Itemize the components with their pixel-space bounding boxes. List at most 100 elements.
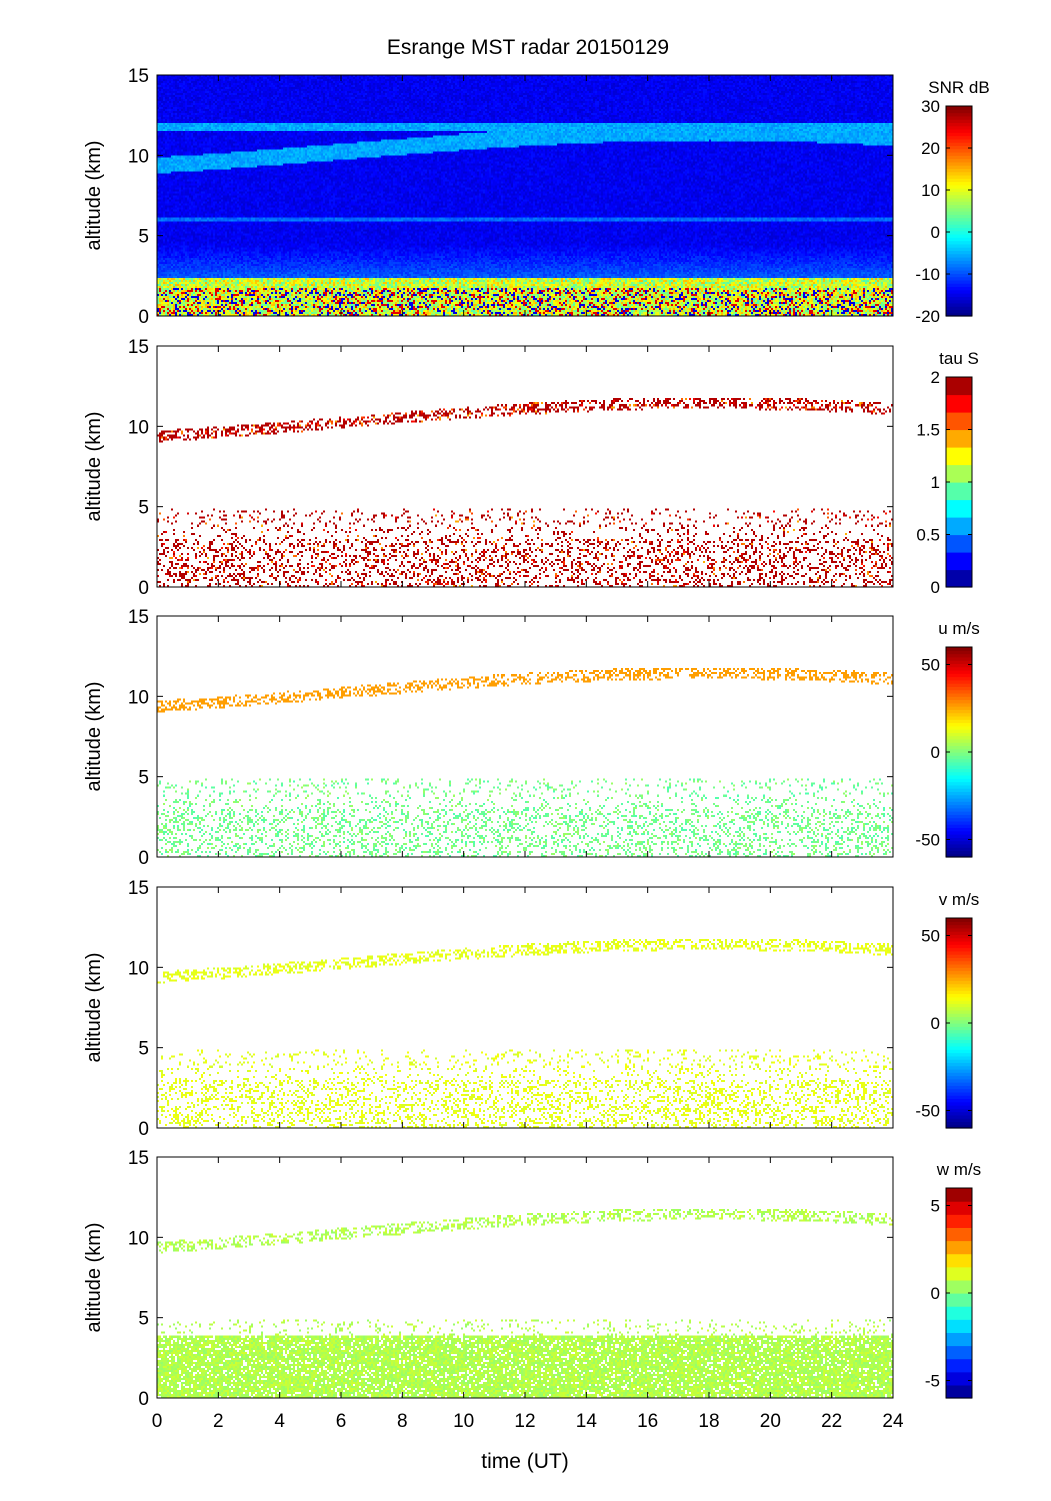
colorbar-cell <box>946 293 972 297</box>
tau-y-axis-label: altitude (km) <box>83 411 105 521</box>
colorbar-tick-label: -20 <box>915 307 940 326</box>
y-tick-label: 5 <box>138 1039 149 1060</box>
colorbar-cell <box>946 191 972 196</box>
colorbar-cell <box>946 309 972 314</box>
colorbar-cell <box>946 299 972 304</box>
colorbar-cell <box>946 940 972 945</box>
colorbar-cell <box>946 957 972 962</box>
colorbar-cell <box>946 125 972 130</box>
colorbar-cell <box>946 683 972 687</box>
colorbar-cell <box>946 171 972 176</box>
colorbar-cell <box>946 270 972 274</box>
colorbar-cell <box>946 1201 972 1215</box>
colorbar-cell <box>946 112 972 117</box>
colorbar-cell <box>946 1111 972 1116</box>
colorbar-cell <box>946 673 972 678</box>
colorbar-cell <box>946 138 972 143</box>
colorbar-cell <box>946 719 972 724</box>
colorbar-cell <box>946 181 972 186</box>
x-tick-label: 16 <box>637 1411 658 1432</box>
colorbar-cell <box>946 804 972 809</box>
colorbar-cell <box>946 517 972 536</box>
colorbar-cell <box>946 279 972 284</box>
colorbar-cell <box>946 115 972 120</box>
colorbar-cell <box>946 1240 972 1255</box>
colorbar-cell <box>946 1358 972 1373</box>
colorbar-cell <box>946 807 972 812</box>
colorbar-cell <box>946 931 972 936</box>
y-tick-label: 5 <box>138 498 149 519</box>
colorbar-cell <box>946 552 972 571</box>
colorbar-cell <box>946 1059 972 1063</box>
colorbar-cell <box>946 135 972 140</box>
colorbar-cell <box>946 569 972 588</box>
panel-SNR: 0 5 10 15 altitude (km) 30 20 10 0 -10 -20 SNR dB <box>83 66 990 328</box>
colorbar-cell <box>946 801 972 806</box>
y-tick-label: 10 <box>128 958 149 979</box>
v-y-axis-label: altitude (km) <box>83 952 105 1062</box>
colorbar-cell <box>946 1026 972 1031</box>
colorbar-cell <box>946 960 972 965</box>
colorbar-cell <box>946 827 972 832</box>
colorbar-cell <box>946 1095 972 1100</box>
colorbar-cell <box>946 1085 972 1090</box>
colorbar-cell <box>946 482 972 501</box>
colorbar-cell <box>946 296 972 301</box>
colorbar-cell <box>946 429 972 448</box>
x-tick-label: 12 <box>514 1411 535 1432</box>
y-tick-label: 15 <box>128 878 149 899</box>
colorbar-cell <box>946 653 972 658</box>
colorbar-cell <box>946 1098 972 1103</box>
colorbar-cell <box>946 830 972 835</box>
y-tick-label: 0 <box>138 1119 149 1140</box>
colorbar-cell <box>946 742 972 747</box>
colorbar-cell <box>946 921 972 926</box>
colorbar-cell <box>946 689 972 694</box>
colorbar-cell <box>946 774 972 779</box>
colorbar-cell <box>946 696 972 701</box>
colorbar-cell <box>946 784 972 789</box>
x-tick-label: 8 <box>397 1411 408 1432</box>
colorbar-cell <box>946 947 972 952</box>
colorbar-cell <box>946 253 972 258</box>
colorbar-cell <box>946 669 972 674</box>
colorbar-cell <box>946 377 972 396</box>
colorbar-cell <box>946 990 972 995</box>
colorbar-cell <box>946 447 972 466</box>
colorbar-cell <box>946 1188 972 1202</box>
x-tick-label: 22 <box>821 1411 842 1432</box>
x-tick-label: 0 <box>152 1411 163 1432</box>
y-tick-label: 5 <box>138 1309 149 1330</box>
colorbar-cell <box>946 1124 972 1129</box>
colorbar-cell <box>946 679 972 684</box>
w-colorbar-label: w m/s <box>936 1160 981 1179</box>
colorbar-cell <box>946 1052 972 1057</box>
colorbar-cell <box>946 224 972 229</box>
colorbar-cell <box>946 1016 972 1021</box>
colorbar-cell <box>946 944 972 949</box>
colorbar-cell <box>946 788 972 792</box>
colorbar-cell <box>946 732 972 737</box>
colorbar-cell <box>946 266 972 271</box>
colorbar-cell <box>946 184 972 189</box>
panel-tau: 0 5 10 15 altitude (km) 2 1.5 1 0.5 0 tau S <box>83 337 979 599</box>
colorbar-cell <box>946 1345 972 1360</box>
colorbar-cell <box>946 165 972 169</box>
colorbar-cell <box>946 201 972 206</box>
y-tick-label: 5 <box>138 768 149 789</box>
colorbar-cell <box>946 1006 972 1011</box>
tau-colorbar-label: tau S <box>939 349 979 368</box>
colorbar-cell <box>946 412 972 431</box>
colorbar-cell <box>946 837 972 842</box>
colorbar-cell <box>946 1075 972 1080</box>
colorbar-cell <box>946 843 972 848</box>
colorbar-tick-label: 0.5 <box>916 526 940 545</box>
colorbar-cell <box>946 302 972 307</box>
SNR-colorbar-label: SNR dB <box>928 78 989 97</box>
colorbar-cell <box>946 247 972 251</box>
y-tick-label: 15 <box>128 1148 149 1169</box>
colorbar-cell <box>946 986 972 991</box>
colorbar-cell <box>946 1279 972 1294</box>
colorbar-cell <box>946 647 972 651</box>
colorbar-cell <box>946 158 972 163</box>
